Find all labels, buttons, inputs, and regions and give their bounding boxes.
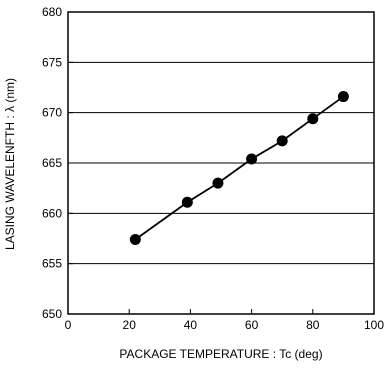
y-tick-label: 670 — [42, 106, 62, 120]
x-tick-label: 100 — [364, 318, 384, 332]
x-tick-label: 20 — [123, 318, 137, 332]
y-tick-label: 655 — [42, 257, 62, 271]
y-tick-label: 665 — [42, 156, 62, 170]
series-layer — [129, 91, 349, 246]
data-point — [276, 135, 288, 147]
x-tick-label: 0 — [65, 318, 72, 332]
x-tick-label: 60 — [245, 318, 259, 332]
data-point — [337, 91, 349, 103]
y-tick-label: 675 — [42, 55, 62, 69]
x-axis-label: PACKAGE TEMPERATURE : Tc (deg) — [119, 347, 322, 361]
y-tick-label: 660 — [42, 206, 62, 220]
grid-layer — [68, 61, 374, 265]
x-tick-label: 80 — [306, 318, 320, 332]
y-axis-label: LASING WAVELENFTH : λ (nm) — [3, 78, 17, 250]
data-point — [212, 177, 224, 189]
x-tick-label: 40 — [184, 318, 198, 332]
data-point — [181, 196, 193, 208]
data-point — [129, 234, 141, 246]
data-point — [307, 113, 319, 125]
y-tick-label: 680 — [42, 5, 62, 19]
data-point — [246, 153, 258, 165]
tick-layer: 650 655 660 665 670 675 680 0 20 40 60 80 100 — [42, 5, 384, 332]
y-tick-label: 650 — [42, 307, 62, 321]
